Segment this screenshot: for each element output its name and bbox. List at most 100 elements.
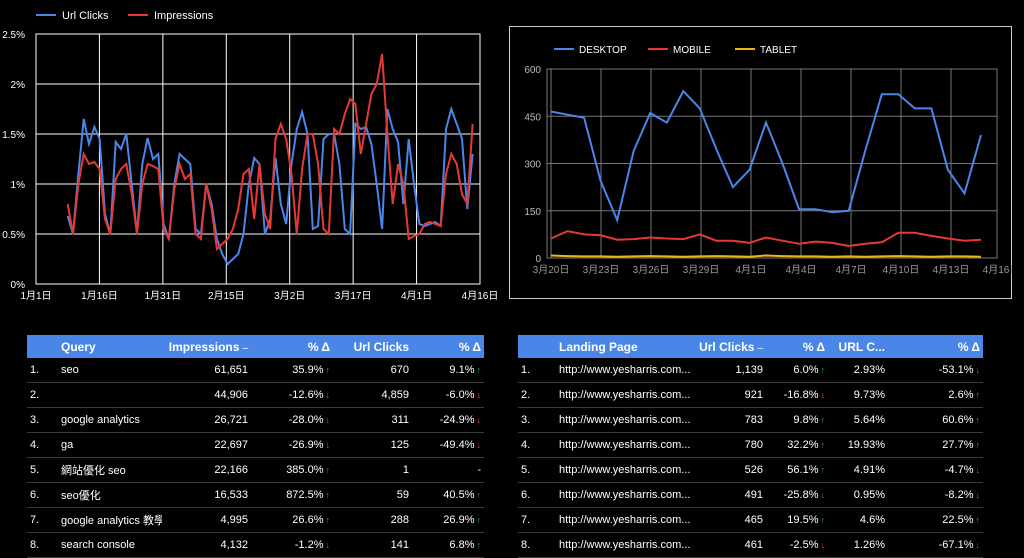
y-tick-label: 1.5% (2, 130, 25, 141)
table-row[interactable]: 4. ga 22,697 -26.9% ↓ 125 -49.4% ↓ (27, 433, 484, 458)
col-query[interactable]: Query (61, 339, 96, 354)
query-table-header: Query Impressions – % Δ Url Clicks % Δ (27, 335, 484, 358)
impressions-cell-text: 22,166 (214, 464, 248, 476)
impressions-cell-text: 16,533 (214, 489, 248, 501)
col-impressions[interactable]: Impressions – (162, 340, 251, 354)
x-tick-label: 4月10日 (883, 264, 920, 276)
table-row[interactable]: 2. http://www.yesharris.com... 921 -16.8% ↓ 9… (518, 383, 983, 408)
legend-label: Impressions (154, 10, 214, 22)
table-row[interactable]: 3. http://www.yesharris.com... 783 9.8% ↑ 5.6… (518, 408, 983, 433)
ctr-delta-cell-text: 27.7% (942, 439, 974, 451)
arrow-down-icon: ↓ (820, 390, 826, 400)
impressions-cell-text: 4,995 (220, 514, 248, 526)
table-row[interactable]: 4. http://www.yesharris.com... 780 32.2% ↑ 19… (518, 433, 983, 458)
y-tick-label: 0% (11, 280, 26, 291)
arrow-up-icon: ↑ (325, 365, 331, 375)
table-row[interactable]: 8. http://www.yesharris.com... 461 -2.5% ↓ 1.… (518, 533, 983, 558)
x-tick-label: 4月4日 (785, 264, 816, 276)
col-landing-page[interactable]: Landing Page (559, 339, 638, 354)
impressions-cell-text: 44,906 (214, 389, 248, 401)
clicks-cell: 465 (696, 514, 766, 526)
row-number: 2. (518, 389, 556, 401)
x-tick-label: 3月20日 (533, 264, 570, 276)
ctr-delta-cell-text: -67.1% (938, 539, 974, 551)
table-row[interactable]: 7. http://www.yesharris.com... 465 19.5% ↑ 4.… (518, 508, 983, 533)
impressions-delta-cell-text: -26.9% (288, 439, 324, 451)
y-tick-label: 150 (524, 207, 541, 218)
landing-page-cell-text: http://www.yesharris.com... (559, 489, 691, 501)
clicks-cell: 59 (333, 489, 412, 501)
col-url-clicks[interactable]: Url Clicks – (696, 340, 766, 354)
col-clicks-delta[interactable]: % Δ (458, 339, 481, 354)
ctr-cell-text: 2.93% (853, 364, 885, 376)
device-chart-frame (509, 26, 1012, 299)
clicks-cell-text: 59 (396, 489, 409, 501)
arrow-down-icon: ↓ (820, 540, 826, 550)
table-row[interactable]: 1. http://www.yesharris.com... 1,139 6.0% ↑ 2… (518, 358, 983, 383)
clicks-delta-cell: 26.9% ↑ (412, 514, 484, 526)
ctr-cell-text: 5.64% (853, 414, 885, 426)
series-line-mobile (550, 230, 982, 248)
col-impressions-delta[interactable]: % Δ (307, 339, 330, 354)
col-url-ctr[interactable]: URL C... (838, 339, 885, 354)
clicks-cell: 780 (696, 439, 766, 451)
landing-page-cell: http://www.yesharris.com... (556, 539, 696, 551)
table-row[interactable]: 6. seo優化 16,533 872.5% ↑ 59 40.5% ↑ (27, 483, 484, 508)
table-row[interactable]: 6. http://www.yesharris.com... 491 -25.8% ↓ 0… (518, 483, 983, 508)
clicks-cell: 670 (333, 364, 412, 376)
series-line-tablet (550, 254, 982, 258)
ctr-delta-cell: 22.5% ↑ (888, 514, 983, 526)
landing-page-cell: http://www.yesharris.com... (556, 439, 696, 451)
table-row[interactable]: 1. seo 61,651 35.9% ↑ 670 9.1% ↑ (27, 358, 484, 383)
query-cell: google analytics 教學 (58, 512, 162, 528)
ctr-cell: 5.64% (828, 414, 888, 426)
clicks-cell: 1,139 (696, 364, 766, 376)
arrow-down-icon: ↓ (975, 465, 981, 475)
clicks-cell-text: 465 (744, 514, 763, 526)
row-number-text: 2. (521, 389, 531, 401)
impressions-cell: 26,721 (162, 414, 251, 426)
legend-label: MOBILE (673, 45, 711, 56)
clicks-delta-cell: -49.4% ↓ (412, 439, 484, 451)
x-tick-label: 4月16日 (983, 264, 1012, 276)
y-tick-label: 600 (524, 65, 541, 76)
col-ctr-delta[interactable]: % Δ (957, 339, 980, 354)
table-row[interactable]: 7. google analytics 教學 4,995 26.6% ↑ 288 26.9%… (27, 508, 484, 533)
impressions-delta-cell: 385.0% ↑ (251, 464, 333, 476)
query-cell-text: ga (61, 439, 74, 451)
impressions-cell: 61,651 (162, 364, 251, 376)
arrow-up-icon: ↑ (820, 515, 826, 525)
impressions-delta-cell: -12.6% ↓ (251, 389, 333, 401)
impressions-cell-text: 61,651 (214, 364, 248, 376)
landing-page-cell-text: http://www.yesharris.com... (559, 514, 691, 526)
landing-page-cell: http://www.yesharris.com... (556, 364, 696, 376)
col-clicks-delta[interactable]: % Δ (802, 339, 825, 354)
table-row[interactable]: 5. 網站優化 seo 22,166 385.0% ↑ 1- (27, 458, 484, 483)
impressions-delta-cell: 26.6% ↑ (251, 514, 333, 526)
legend-label: DESKTOP (579, 45, 627, 56)
row-number: 3. (518, 414, 556, 426)
landing-page-cell: http://www.yesharris.com... (556, 389, 696, 401)
landing-table-header: Landing Page Url Clicks – % Δ URL C... % … (518, 335, 983, 358)
x-tick-label: 1月16日 (81, 290, 118, 302)
table-row[interactable]: 8. search console 4,132 -1.2% ↓ 141 6.8% ↑ (27, 533, 484, 558)
clicks-delta-cell: -16.8% ↓ (766, 389, 828, 401)
arrow-down-icon: ↓ (325, 415, 331, 425)
clicks-delta-cell: 9.8% ↑ (766, 414, 828, 426)
ctr-cell-text: 4.91% (853, 464, 885, 476)
x-tick-label: 3月17日 (335, 290, 372, 302)
table-row[interactable]: 3. google analytics 26,721 -28.0% ↓ 311 -24.9%… (27, 408, 484, 433)
ctr-cell-text: 4.6% (859, 514, 885, 526)
ctr-cell: 4.6% (828, 514, 888, 526)
ctr-delta-cell-text: 2.6% (948, 389, 974, 401)
arrow-up-icon: ↑ (820, 365, 826, 375)
table-row[interactable]: 2. 44,906 -12.6% ↓ 4,859 -6.0% ↓ (27, 383, 484, 408)
query-cell-text: google analytics 教學 (61, 515, 162, 527)
query-table: Query Impressions – % Δ Url Clicks % Δ 1.… (27, 335, 484, 558)
clicks-delta-cell-text: 56.1% (787, 464, 819, 476)
clicks-delta-cell: -6.0% ↓ (412, 389, 484, 401)
table-row[interactable]: 5. http://www.yesharris.com... 526 56.1% ↑ 4.… (518, 458, 983, 483)
impressions-cell-text: 26,721 (214, 414, 248, 426)
clicks-delta-cell-text: -16.8% (783, 389, 819, 401)
col-url-clicks[interactable]: Url Clicks (353, 339, 409, 354)
